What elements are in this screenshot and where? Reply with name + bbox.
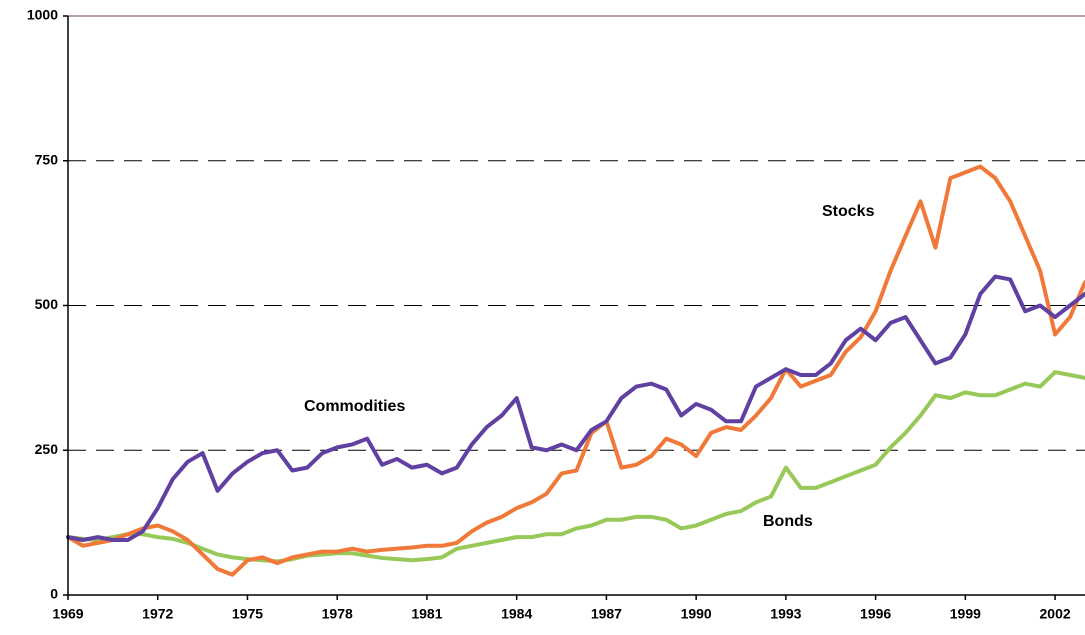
x-tick-label: 1969	[52, 606, 83, 622]
y-tick-label: 1000	[27, 7, 58, 23]
y-tick-label: 750	[35, 151, 59, 167]
annotation: Bonds	[763, 513, 813, 530]
x-tick-label: 1975	[232, 606, 263, 622]
series-line	[66, 370, 1085, 564]
x-tick-label: 1999	[950, 606, 981, 622]
y-tick-label: 0	[50, 586, 58, 602]
x-tick-label: 1978	[322, 606, 353, 622]
x-tick-label: 1993	[770, 606, 801, 622]
x-tick-label: 1984	[501, 606, 532, 622]
x-tick-label: 2002	[1040, 606, 1071, 622]
x-tick-label: 1972	[142, 606, 173, 622]
x-tick-label: 1990	[681, 606, 712, 622]
x-tick-label: 1996	[860, 606, 891, 622]
y-tick-label: 500	[35, 296, 59, 312]
annotation: Stocks	[822, 203, 875, 220]
annotation: Commodities	[304, 398, 405, 415]
series-line	[66, 164, 1085, 577]
x-tick-label: 1981	[411, 606, 442, 622]
x-tick-label: 1987	[591, 606, 622, 622]
y-tick-label: 250	[35, 441, 59, 457]
series-line	[66, 274, 1085, 542]
